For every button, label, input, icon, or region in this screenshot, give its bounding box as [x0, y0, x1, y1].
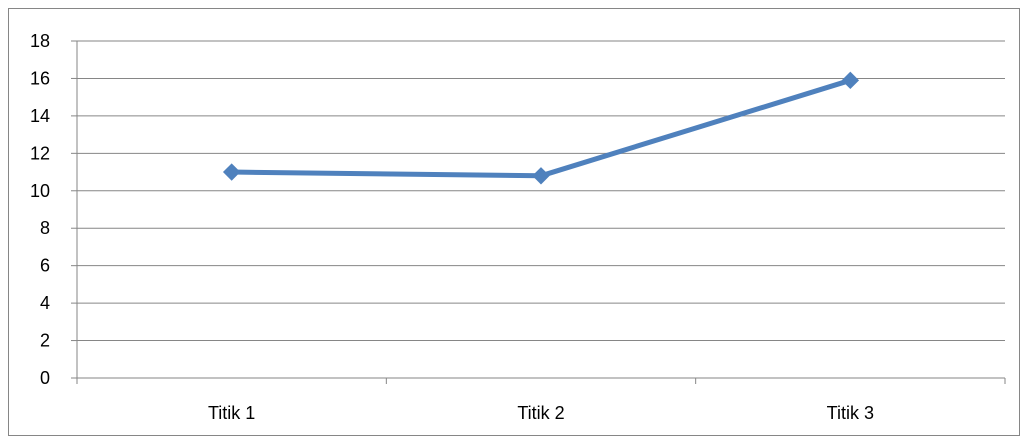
- y-tick-labels: 0 2 4 6 8 10 12 14 16 18: [30, 31, 77, 388]
- y-tick-label: 8: [40, 218, 50, 238]
- y-tick-label: 0: [40, 368, 50, 388]
- x-tick-marks: [76, 378, 1006, 384]
- x-tick-label: Titik 1: [208, 403, 255, 423]
- x-tick-label: Titik 3: [827, 403, 874, 423]
- data-point-marker: [222, 163, 241, 181]
- series-layer: [222, 71, 860, 185]
- y-tick-label: 18: [30, 31, 50, 51]
- y-tick-label: 12: [30, 143, 50, 163]
- y-tick-label: 4: [40, 293, 50, 313]
- x-tick-labels: Titik 1 Titik 2 Titik 3: [208, 403, 874, 423]
- y-tick-label: 16: [30, 68, 50, 88]
- axes: [76, 41, 1005, 379]
- data-point-marker: [532, 167, 550, 185]
- y-tick-label: 14: [30, 106, 50, 126]
- y-tick-label: 2: [40, 331, 50, 351]
- series-line: [229, 77, 853, 179]
- gridlines: [77, 40, 1005, 342]
- data-point-marker: [841, 71, 860, 90]
- x-tick-label: Titik 2: [517, 403, 564, 423]
- y-tick-label: 10: [30, 181, 50, 201]
- y-tick-label: 6: [40, 256, 50, 276]
